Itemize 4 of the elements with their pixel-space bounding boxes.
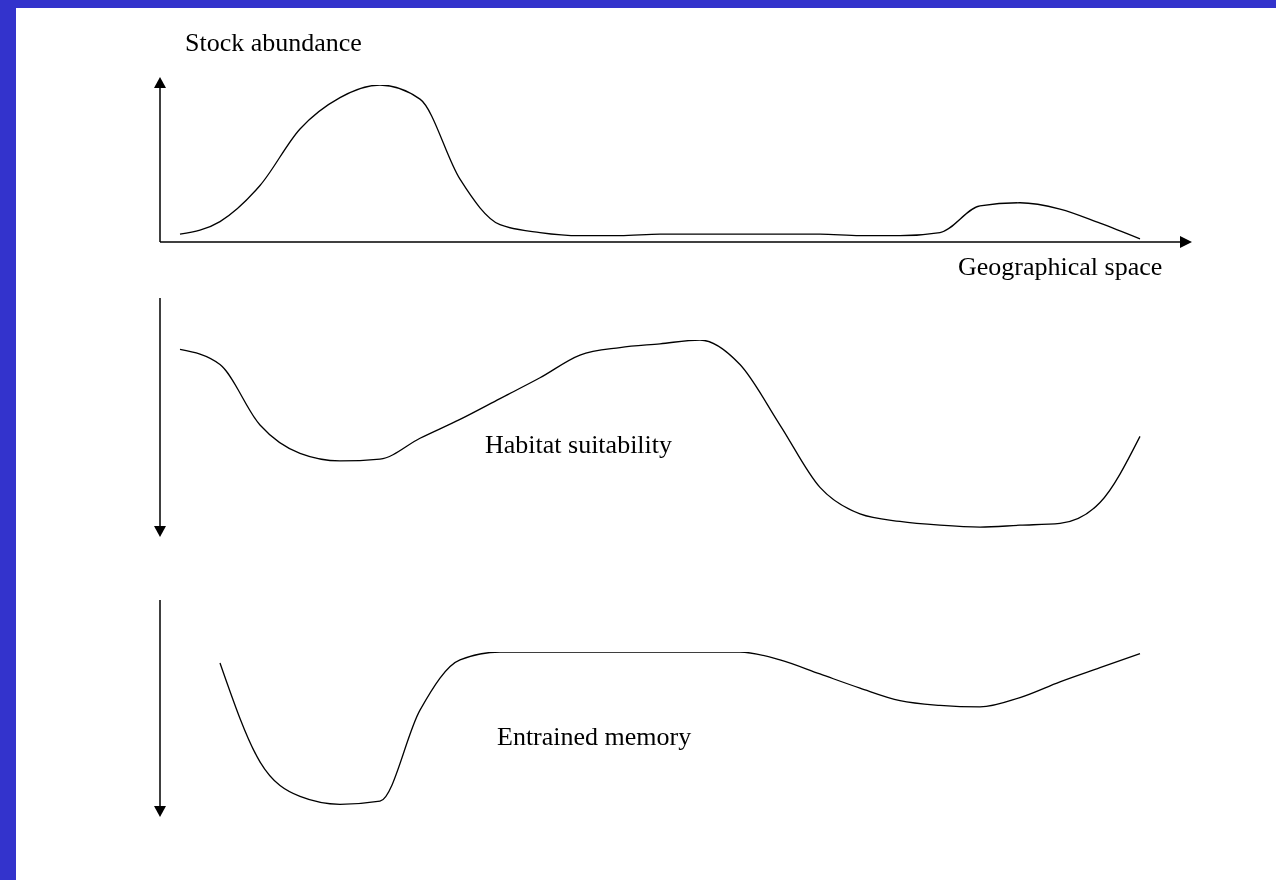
x-axis-title: Geographical space (958, 252, 1163, 282)
annotation: Habitat suitability (485, 430, 673, 460)
annotation: Entrained memory (497, 722, 692, 752)
y-axis-title: Stock abundance (185, 28, 362, 58)
